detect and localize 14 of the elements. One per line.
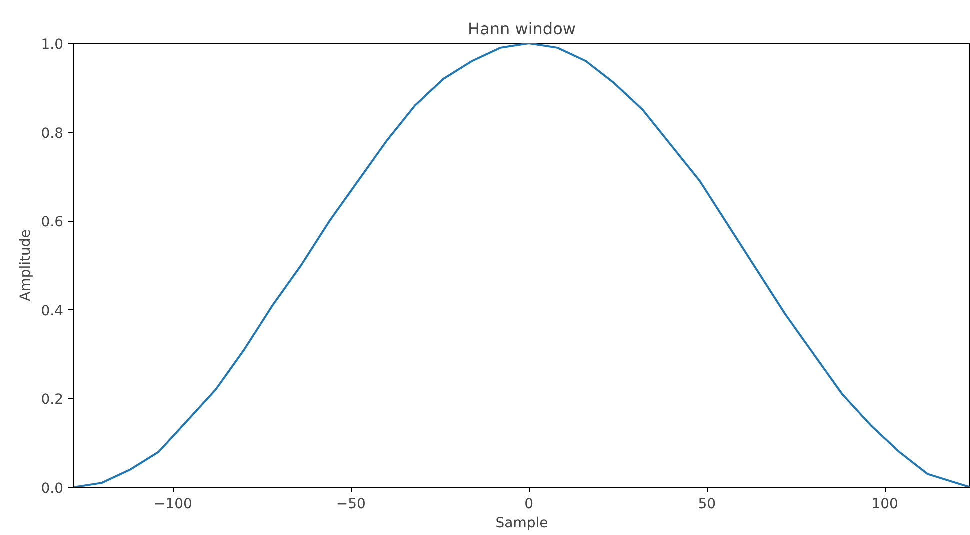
y-tick-label: 1.0 xyxy=(41,37,64,53)
x-axis-title: Sample xyxy=(496,516,548,532)
x-tick-label: 0 xyxy=(524,496,534,512)
y-tick-label: 0.0 xyxy=(41,481,64,497)
x-tick-label: 100 xyxy=(872,496,898,512)
x-tick-label: 50 xyxy=(698,496,716,512)
y-axis-title: Amplitude xyxy=(18,230,34,302)
y-tick-label: 0.2 xyxy=(41,392,64,408)
y-tick-label: 0.4 xyxy=(41,303,64,320)
y-tick-label: 0.8 xyxy=(41,126,64,142)
chart-title: Hann window xyxy=(468,20,576,38)
x-tick-label: −100 xyxy=(154,496,192,512)
y-tick-label: 0.6 xyxy=(41,214,64,231)
x-tick-label: −50 xyxy=(336,496,366,512)
